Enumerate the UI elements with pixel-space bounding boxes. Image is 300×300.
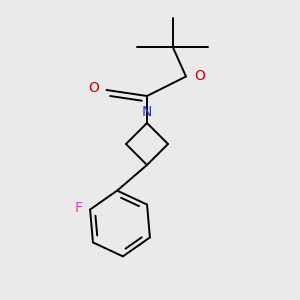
Text: F: F	[75, 201, 83, 215]
Text: N: N	[142, 105, 152, 119]
Text: O: O	[88, 82, 99, 95]
Text: O: O	[194, 70, 205, 83]
